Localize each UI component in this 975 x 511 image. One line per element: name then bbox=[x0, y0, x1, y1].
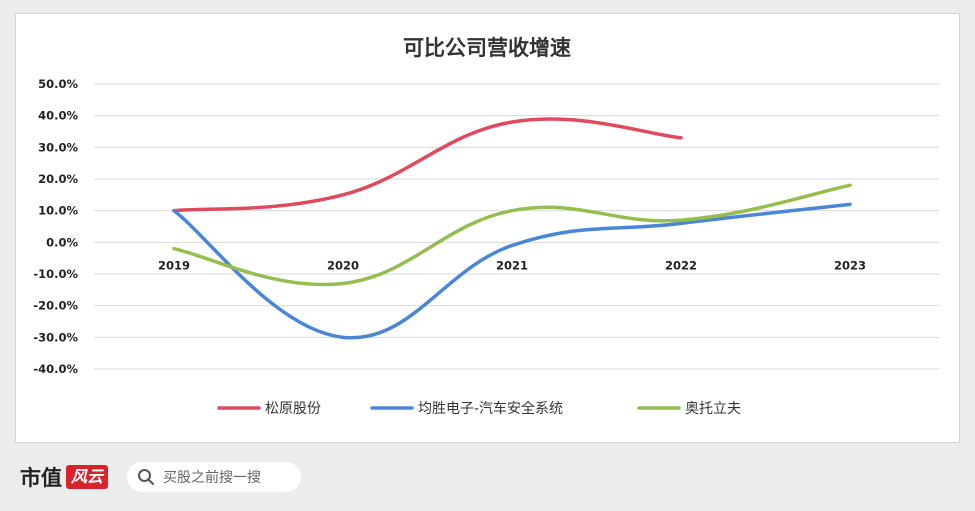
series-line-1 bbox=[172, 117, 683, 213]
x-tick-label: 2023 bbox=[834, 258, 866, 272]
x-axis-ticks: 2019 2020 2021 2022 2023 bbox=[158, 258, 866, 272]
legend: 松原股份 均胜电子-汽车安全系统 奥托立夫 bbox=[217, 400, 741, 417]
brand-name: 市值 bbox=[20, 465, 62, 490]
revenue-growth-line-chart: 可比公司营收增速 50.0% 40.0% 30.0% 20.0% 10.0% 0.0% -1… bbox=[33, 36, 939, 417]
chart-card: 可比公司营收增速 50.0% 40.0% 30.0% 20.0% 10.0% 0.0% -1… bbox=[15, 13, 960, 443]
y-tick-label: -30.0% bbox=[33, 330, 78, 344]
x-tick-label: 2020 bbox=[327, 258, 359, 272]
legend-label: 奥托立夫 bbox=[685, 400, 741, 417]
y-tick-label: -40.0% bbox=[33, 362, 78, 376]
chart-title: 可比公司营收增速 bbox=[403, 36, 571, 60]
y-tick-label: -20.0% bbox=[33, 299, 78, 313]
series-lines bbox=[172, 117, 852, 340]
brand-badge: 风云 bbox=[66, 465, 109, 489]
x-tick-label: 2019 bbox=[158, 258, 190, 272]
series-line-2 bbox=[172, 202, 852, 340]
search-box[interactable]: 买股之前搜一搜 bbox=[127, 462, 301, 492]
y-axis-ticks: 50.0% 40.0% 30.0% 20.0% 10.0% 0.0% -10.0% -20.0… bbox=[33, 77, 78, 376]
brand-logo[interactable]: 市值 风云 bbox=[20, 462, 109, 492]
x-tick-label: 2021 bbox=[496, 258, 528, 272]
y-tick-label: 40.0% bbox=[38, 109, 78, 123]
y-tick-label: 30.0% bbox=[38, 140, 78, 154]
y-tick-label: 20.0% bbox=[38, 172, 78, 186]
search-icon bbox=[138, 469, 154, 485]
x-tick-label: 2022 bbox=[665, 258, 697, 272]
legend-label: 均胜电子-汽车安全系统 bbox=[418, 400, 563, 417]
y-tick-label: 0.0% bbox=[46, 235, 78, 249]
y-tick-label: 50.0% bbox=[38, 77, 78, 91]
legend-label: 松原股份 bbox=[265, 401, 321, 417]
search-placeholder: 买股之前搜一搜 bbox=[163, 470, 261, 486]
footer: 市值 风云 买股之前搜一搜 bbox=[0, 452, 975, 511]
gridlines bbox=[94, 83, 939, 370]
series-line-3 bbox=[172, 183, 852, 287]
y-tick-label: 10.0% bbox=[38, 204, 78, 218]
y-tick-label: -10.0% bbox=[33, 267, 78, 281]
